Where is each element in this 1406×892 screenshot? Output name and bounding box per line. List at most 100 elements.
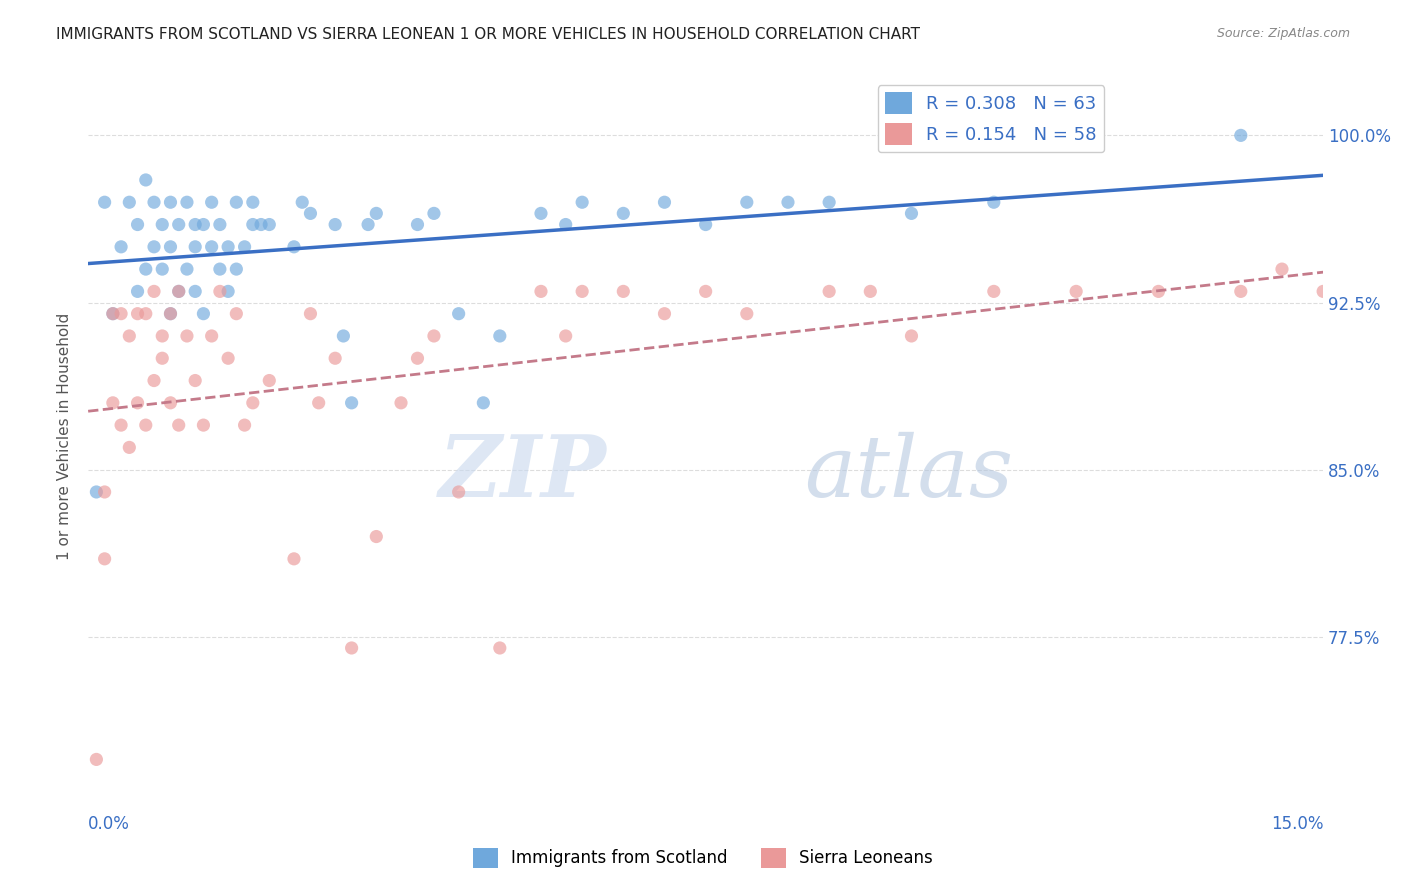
Point <box>118 329 141 343</box>
Point <box>225 195 247 210</box>
Point <box>1064 285 1087 299</box>
Text: IMMIGRANTS FROM SCOTLAND VS SIERRA LEONEAN 1 OR MORE VEHICLES IN HOUSEHOLD CORRE: IMMIGRANTS FROM SCOTLAND VS SIERRA LEONE… <box>56 27 921 42</box>
Point <box>340 640 363 655</box>
Point <box>86 752 108 766</box>
Point <box>118 195 141 210</box>
Text: 15.0%: 15.0% <box>1271 815 1323 833</box>
Point <box>135 307 157 321</box>
Point <box>208 218 231 232</box>
Point <box>184 218 207 232</box>
Point <box>299 206 322 220</box>
Point <box>250 218 273 232</box>
Point <box>201 195 224 210</box>
Point <box>357 218 380 232</box>
Point <box>201 329 224 343</box>
Point <box>983 195 1005 210</box>
Point <box>159 195 181 210</box>
Point <box>93 195 115 210</box>
Point <box>150 218 173 232</box>
Point <box>135 262 157 277</box>
Point <box>93 551 115 566</box>
Point <box>332 329 354 343</box>
Point <box>201 240 224 254</box>
Point <box>110 240 132 254</box>
Text: atlas: atlas <box>804 432 1014 515</box>
Point <box>110 418 132 433</box>
Point <box>612 285 634 299</box>
Point <box>135 418 157 433</box>
Point <box>488 329 510 343</box>
Point <box>1312 285 1334 299</box>
Point <box>150 262 173 277</box>
Point <box>225 262 247 277</box>
Point <box>695 218 717 232</box>
Point <box>176 262 198 277</box>
Point <box>135 173 157 187</box>
Y-axis label: 1 or more Vehicles in Household: 1 or more Vehicles in Household <box>58 312 72 560</box>
Point <box>101 307 124 321</box>
Point <box>159 396 181 410</box>
Legend: Immigrants from Scotland, Sierra Leoneans: Immigrants from Scotland, Sierra Leonean… <box>467 841 939 875</box>
Point <box>299 307 322 321</box>
Point <box>167 218 190 232</box>
Point <box>127 285 149 299</box>
Point <box>167 285 190 299</box>
Point <box>150 329 173 343</box>
Point <box>530 206 553 220</box>
Point <box>283 240 305 254</box>
Text: ZIP: ZIP <box>439 431 607 515</box>
Point <box>143 240 166 254</box>
Point <box>554 329 576 343</box>
Point <box>571 195 593 210</box>
Point <box>1147 285 1170 299</box>
Point <box>447 307 470 321</box>
Point <box>423 206 446 220</box>
Point <box>654 307 676 321</box>
Point <box>176 195 198 210</box>
Point <box>159 240 181 254</box>
Point <box>900 206 922 220</box>
Point <box>1230 285 1253 299</box>
Point <box>101 396 124 410</box>
Point <box>242 396 264 410</box>
Point <box>735 195 758 210</box>
Point <box>193 307 215 321</box>
Point <box>406 218 429 232</box>
Point <box>242 218 264 232</box>
Point <box>208 262 231 277</box>
Point <box>406 351 429 366</box>
Point <box>323 351 346 366</box>
Point <box>143 374 166 388</box>
Point <box>291 195 314 210</box>
Point <box>859 285 882 299</box>
Point <box>366 206 388 220</box>
Point <box>654 195 676 210</box>
Point <box>1271 262 1294 277</box>
Point <box>488 640 510 655</box>
Point <box>818 285 841 299</box>
Point <box>127 396 149 410</box>
Point <box>530 285 553 299</box>
Point <box>323 218 346 232</box>
Point <box>366 530 388 544</box>
Point <box>150 351 173 366</box>
Point <box>554 218 576 232</box>
Text: 0.0%: 0.0% <box>89 815 129 833</box>
Point <box>208 285 231 299</box>
Point <box>167 285 190 299</box>
Point <box>184 285 207 299</box>
Point <box>110 307 132 321</box>
Point <box>735 307 758 321</box>
Point <box>159 307 181 321</box>
Point <box>612 206 634 220</box>
Point <box>101 307 124 321</box>
Point <box>1230 128 1253 143</box>
Legend: R = 0.308   N = 63, R = 0.154   N = 58: R = 0.308 N = 63, R = 0.154 N = 58 <box>877 85 1104 153</box>
Point <box>695 285 717 299</box>
Point <box>242 195 264 210</box>
Point <box>93 485 115 500</box>
Point <box>217 240 239 254</box>
Point <box>193 418 215 433</box>
Text: Source: ZipAtlas.com: Source: ZipAtlas.com <box>1216 27 1350 40</box>
Point <box>233 240 256 254</box>
